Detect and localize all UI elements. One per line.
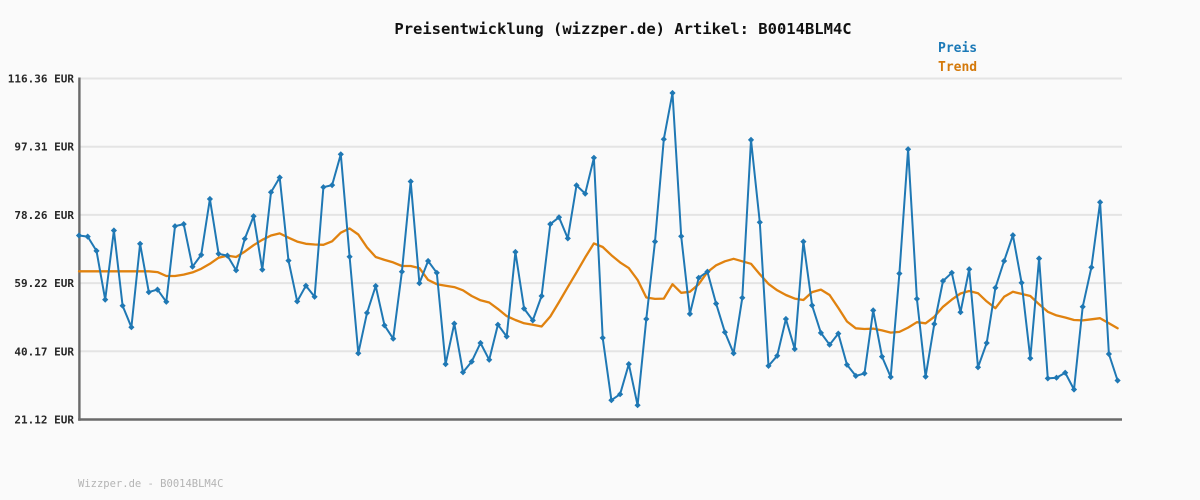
- y-axis-tick-label: 116.36 EUR: [8, 73, 75, 86]
- legend-item-trend: Trend: [938, 60, 978, 75]
- page-title: Preisentwicklung (wizzper.de) Artikel: B…: [394, 20, 852, 38]
- watermark-credit: Wizzper.de - B0014BLM4C: [78, 478, 224, 490]
- y-axis-tick-label: 21.12 EUR: [14, 414, 74, 427]
- y-axis-tick-label: 40.17 EUR: [14, 345, 74, 358]
- price-line: [78, 92, 1119, 407]
- y-axis-tick-label: 59.22 EUR: [14, 277, 74, 290]
- y-axis-tick-label: 78.26 EUR: [14, 209, 74, 222]
- y-axis-tick-label: 97.31 EUR: [14, 141, 74, 154]
- legend-item-preis: Preis: [938, 41, 978, 56]
